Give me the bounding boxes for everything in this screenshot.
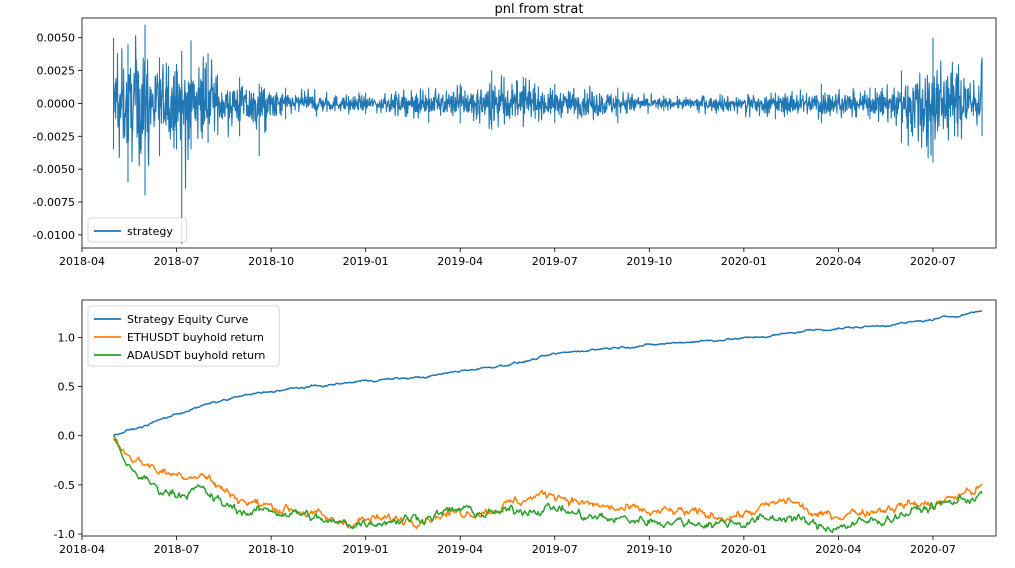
y-tick-label: 0.0025: [37, 65, 76, 78]
x-tick-label: 2018-10: [248, 255, 294, 268]
x-tick-label: 2020-07: [910, 255, 956, 268]
axes-frame: [81, 17, 997, 249]
series-group: [112, 24, 983, 245]
x-tick-label: 2020-04: [815, 543, 861, 556]
legend-box: [87, 305, 280, 367]
x-tick-label: 2019-04: [437, 543, 483, 556]
y-tick-label: -1.0: [54, 528, 75, 541]
x-tick-label: 2019-07: [532, 255, 578, 268]
y-tick-label: -0.0100: [33, 229, 75, 242]
x-tick-label: 2019-07: [532, 543, 578, 556]
legend-box: [87, 217, 188, 243]
chart-panel-2: 2018-04 2018-07 2018-10 2019-01 2019-04 2019-…: [54, 299, 997, 556]
y-tick-label: 0.0: [58, 430, 76, 443]
legend-label: Strategy Equity Curve: [127, 313, 249, 326]
x-tick-label: 2020-04: [815, 255, 861, 268]
x-tick-label: 2018-07: [154, 255, 200, 268]
x-tick-label: 2019-01: [343, 255, 389, 268]
legend: Strategy Equity Curve ETHUSDT buyhold ret…: [87, 305, 280, 367]
y-tick-label: 0.0050: [37, 32, 76, 45]
x-tick-label: 2018-07: [154, 543, 200, 556]
y-tick-label: -0.0050: [33, 163, 75, 176]
y-tick-label: 0.0000: [37, 97, 76, 110]
legend: strategy: [87, 217, 188, 243]
x-tick-label: 2019-04: [437, 255, 483, 268]
y-tick-label: -0.0025: [33, 130, 75, 143]
legend-label: ETHUSDT buyhold return: [127, 331, 264, 344]
legend-label: ADAUSDT buyhold return: [127, 349, 265, 362]
y-tick-label: -0.5: [54, 479, 75, 492]
x-tick-label: 2020-07: [910, 543, 956, 556]
x-tick-label: 2018-10: [248, 543, 294, 556]
legend-label: strategy: [127, 225, 173, 238]
series-line-1: [112, 310, 983, 437]
chart-panel-1: pnl from strat 2018-04 2018-07 2018-10 2019-…: [33, 2, 997, 268]
series-line-2: [112, 438, 983, 530]
x-tick-label: 2018-04: [59, 543, 105, 556]
x-tick-label: 2019-01: [343, 543, 389, 556]
x-tick-label: 2020-01: [721, 543, 767, 556]
y-tick-label: -0.0075: [33, 196, 75, 209]
x-tick-label: 2019-10: [626, 543, 672, 556]
series-line-1: [112, 24, 983, 245]
y-tick-label: 0.5: [58, 381, 76, 394]
x-tick-label: 2018-04: [59, 255, 105, 268]
series-group: [112, 310, 983, 533]
x-tick-label: 2019-10: [626, 255, 672, 268]
x-tick-label: 2020-01: [721, 255, 767, 268]
axes-frame: [81, 299, 997, 537]
y-tick-label: 1.0: [58, 331, 76, 344]
chart-title: pnl from strat: [495, 2, 584, 17]
series-line-3: [113, 435, 983, 533]
